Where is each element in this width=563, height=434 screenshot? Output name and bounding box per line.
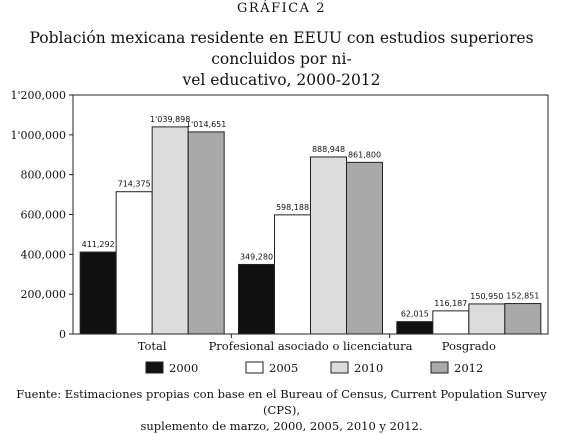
legend-swatch: [145, 361, 164, 374]
bar: [238, 263, 275, 335]
y-tick-label: 1'000,000: [10, 129, 66, 142]
legend-swatch: [430, 361, 449, 374]
bar: [115, 191, 153, 335]
bar: [432, 310, 470, 335]
chart-title-line-2: vel educativo, 2000-2012: [182, 71, 381, 89]
y-tick-label: 0: [59, 328, 66, 341]
y-tick-label: 800,000: [21, 169, 67, 182]
chart-title: Población mexicana residente en EEUU con…: [0, 28, 563, 91]
data-label: 411,292: [82, 240, 115, 249]
x-tick-label: Total: [138, 339, 167, 353]
data-label: 714,375: [118, 180, 151, 189]
bar: [187, 131, 225, 335]
legend-swatch: [245, 361, 264, 374]
data-label: 1'014,651: [186, 120, 226, 129]
data-label: 349,280: [240, 252, 273, 261]
bar: [468, 303, 506, 335]
legend-label: 2000: [169, 361, 198, 375]
x-tick-label: Profesional asociado o licenciatura: [209, 339, 413, 353]
data-label: 888,948: [312, 145, 345, 154]
data-label: 861,800: [348, 150, 381, 159]
bar: [79, 251, 117, 335]
y-tick-label: 200,000: [21, 288, 67, 301]
bar: [504, 303, 542, 335]
bar: [151, 126, 189, 335]
data-label: 150,950: [470, 292, 503, 301]
source-line-2: suplemento de marzo, 2000, 2005, 2010 y …: [140, 419, 423, 433]
legend-label: 2005: [269, 361, 298, 375]
bar: [396, 321, 434, 335]
bar: [346, 161, 383, 335]
data-label: 62,015: [401, 310, 429, 319]
data-label: 116,187: [434, 299, 467, 308]
data-label: 598,188: [276, 203, 309, 212]
legend-label: 2010: [354, 361, 383, 375]
data-label: 1'039,898: [150, 115, 190, 124]
bar: [274, 214, 311, 335]
source-line-1: Fuente: Estimaciones propias con base en…: [16, 387, 547, 417]
legend-label: 2012: [454, 361, 483, 375]
bar: [310, 156, 347, 335]
y-tick-label: 600,000: [21, 209, 67, 222]
bar-chart: 0 200,000 400,000 600,000 800,000 1'000,000 1'…: [10, 89, 549, 375]
y-tick-label: 1'200,000: [10, 89, 66, 102]
x-tick-label: Posgrado: [442, 339, 496, 353]
figure-label: GRÁFICA 2: [237, 1, 326, 16]
legend-swatch: [330, 361, 349, 374]
data-label: 152,851: [506, 292, 539, 301]
chart-title-line-1: Población mexicana residente en EEUU con…: [29, 29, 534, 68]
y-tick-label: 400,000: [21, 248, 67, 261]
source-note: Fuente: Estimaciones propias con base en…: [0, 386, 563, 434]
